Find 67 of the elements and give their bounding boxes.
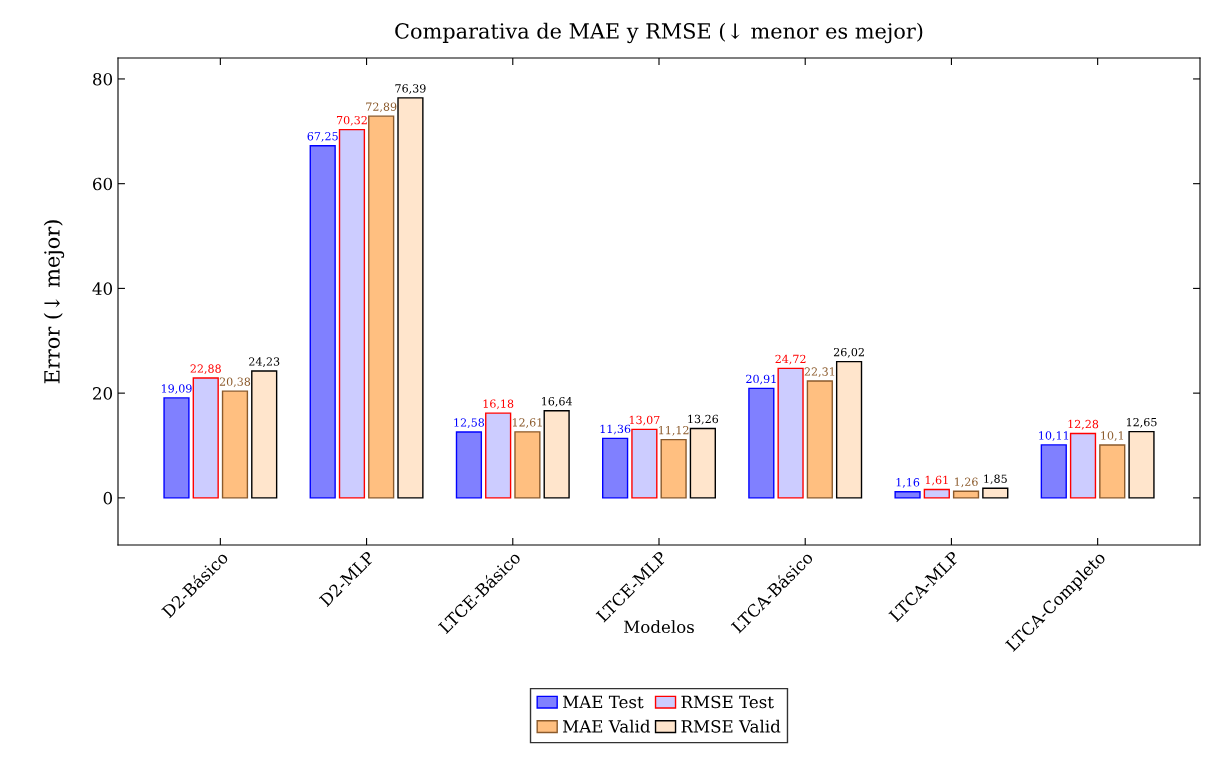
bar <box>1128 430 1155 499</box>
bar <box>894 491 921 499</box>
data-label: 22,88 <box>190 364 221 375</box>
data-label: 11,12 <box>659 425 689 436</box>
y-tick-label: 60 <box>93 177 113 191</box>
bar <box>748 387 775 499</box>
y-tick-label: 80 <box>93 72 113 86</box>
chart-title: Comparativa de MAE y RMSE (↓ menor es mejor) <box>395 22 923 44</box>
bar <box>251 370 278 499</box>
bar <box>1040 444 1067 499</box>
data-label: 1,26 <box>955 477 978 488</box>
data-label: 20,38 <box>219 377 251 388</box>
bar <box>221 390 249 499</box>
bar <box>982 487 1009 499</box>
data-label: 11,36 <box>600 424 631 435</box>
data-label: 1,85 <box>984 474 1007 485</box>
bar <box>368 115 395 499</box>
data-label: 13,26 <box>688 414 719 425</box>
bar <box>806 380 833 499</box>
data-label: 12,65 <box>1126 417 1157 428</box>
y-axis-title: Error (↓ mejor) <box>43 220 65 384</box>
data-label: 1,61 <box>925 475 948 486</box>
data-label: 12,28 <box>1068 419 1099 430</box>
bar <box>777 367 804 499</box>
data-label: 67,25 <box>307 132 338 142</box>
legend-label: MAE Test <box>563 695 644 709</box>
bar <box>923 488 950 499</box>
bar <box>689 427 716 499</box>
data-label: 10,1 <box>1101 431 1124 442</box>
bar <box>485 412 512 499</box>
bar <box>163 397 190 499</box>
bar <box>631 428 658 499</box>
data-label: 22,31 <box>804 367 835 378</box>
bar <box>952 490 980 499</box>
data-label: 26,02 <box>833 347 864 358</box>
data-label: 10,11 <box>1039 431 1069 441</box>
data-label: 76,39 <box>395 84 426 94</box>
bar <box>835 360 863 499</box>
data-label: 16,18 <box>483 399 514 410</box>
data-label: 19,09 <box>161 384 192 394</box>
data-label: 1,16 <box>896 478 920 488</box>
data-label: 24,72 <box>775 354 806 365</box>
bar <box>338 128 366 499</box>
data-label: 12,58 <box>454 418 485 429</box>
bar <box>514 431 541 499</box>
bar <box>602 437 629 499</box>
legend-label: RMSE Test <box>681 695 774 709</box>
legend-label: RMSE Valid <box>681 719 781 733</box>
bar <box>1099 444 1126 499</box>
y-tick-label: 40 <box>92 282 113 295</box>
bar <box>1069 432 1097 499</box>
data-label: 20,91 <box>746 374 776 385</box>
data-label: 72,89 <box>366 102 397 113</box>
bar <box>455 431 483 499</box>
data-label: 12,61 <box>512 418 542 428</box>
bar <box>309 145 336 499</box>
bar <box>660 438 687 499</box>
data-label: 13,07 <box>629 415 660 426</box>
y-tick-label: 0 <box>103 491 113 505</box>
data-label: 16,64 <box>542 397 572 407</box>
data-label: 24,23 <box>249 357 280 368</box>
data-label: 70,32 <box>336 115 367 126</box>
bar <box>397 97 424 499</box>
bar <box>543 410 570 499</box>
y-tick-label: 20 <box>93 387 113 400</box>
bar <box>192 377 219 499</box>
legend-label: MAE Valid <box>563 719 651 733</box>
